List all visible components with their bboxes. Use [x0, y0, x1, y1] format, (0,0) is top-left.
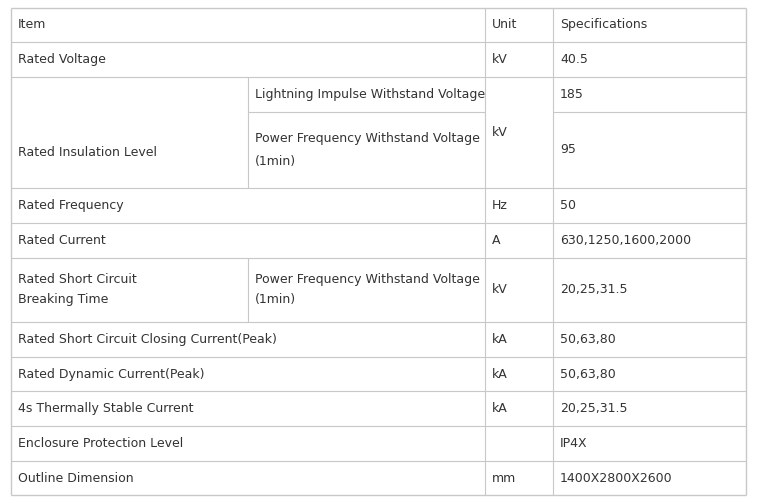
Text: Rated Short Circuit: Rated Short Circuit [18, 273, 137, 286]
Text: kV: kV [492, 126, 507, 139]
Text: Rated Short Circuit Closing Current(Peak): Rated Short Circuit Closing Current(Peak… [18, 333, 277, 346]
Text: Rated Voltage: Rated Voltage [18, 53, 106, 66]
Text: 20,25,31.5: 20,25,31.5 [560, 402, 628, 415]
Text: 50,63,80: 50,63,80 [560, 368, 616, 381]
Text: Power Frequency Withstand Voltage: Power Frequency Withstand Voltage [254, 132, 479, 145]
Text: mm: mm [492, 472, 516, 484]
Text: 50: 50 [560, 199, 576, 212]
Text: Hz: Hz [492, 199, 508, 212]
Text: 50,63,80: 50,63,80 [560, 333, 616, 346]
Text: Item: Item [18, 19, 46, 31]
Text: 40.5: 40.5 [560, 53, 588, 66]
Text: 95: 95 [560, 143, 576, 156]
Text: Breaking Time: Breaking Time [18, 293, 108, 306]
Text: Enclosure Protection Level: Enclosure Protection Level [18, 437, 183, 450]
Text: Outline Dimension: Outline Dimension [18, 472, 134, 484]
Text: 185: 185 [560, 88, 584, 101]
Text: IP4X: IP4X [560, 437, 587, 450]
Text: kA: kA [492, 368, 507, 381]
Text: 630,1250,1600,2000: 630,1250,1600,2000 [560, 234, 691, 247]
Text: A: A [492, 234, 500, 247]
Text: Rated Dynamic Current(Peak): Rated Dynamic Current(Peak) [18, 368, 204, 381]
Text: 20,25,31.5: 20,25,31.5 [560, 283, 628, 296]
Text: Lightning Impulse Withstand Voltage: Lightning Impulse Withstand Voltage [254, 88, 484, 101]
Text: Unit: Unit [492, 19, 517, 31]
Text: (1min): (1min) [254, 154, 296, 167]
Text: 1400X2800X2600: 1400X2800X2600 [560, 472, 673, 484]
Text: kA: kA [492, 402, 507, 415]
Text: Rated Current: Rated Current [18, 234, 106, 247]
Text: 4s Thermally Stable Current: 4s Thermally Stable Current [18, 402, 194, 415]
Text: (1min): (1min) [254, 293, 296, 306]
Text: kV: kV [492, 283, 507, 296]
Text: kV: kV [492, 53, 507, 66]
Text: Specifications: Specifications [560, 19, 647, 31]
Text: Rated Insulation Level: Rated Insulation Level [18, 146, 157, 159]
Text: Power Frequency Withstand Voltage: Power Frequency Withstand Voltage [254, 273, 479, 286]
Text: Rated Frequency: Rated Frequency [18, 199, 124, 212]
Text: kA: kA [492, 333, 507, 346]
